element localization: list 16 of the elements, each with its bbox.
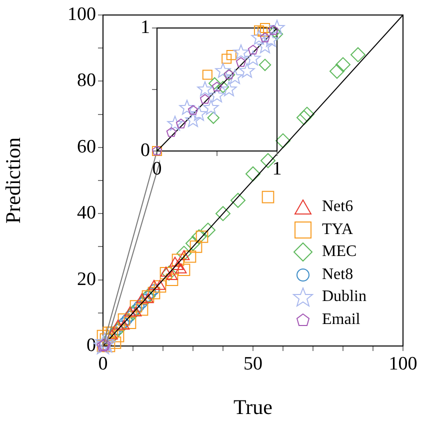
y-tick-label: 100 (68, 4, 96, 25)
y-tick-label: 60 (77, 136, 96, 158)
legend-label: MEC (322, 242, 357, 262)
x-axis-title: True (234, 394, 272, 419)
y-tick-label: 80 (77, 70, 96, 92)
x-tick-label: 100 (388, 353, 418, 374)
legend-label: Net6 (322, 197, 354, 217)
legend-label: Email (322, 310, 360, 330)
y-tick-label: 20 (77, 268, 96, 290)
y-tick-label: 0 (86, 334, 96, 356)
x-tick-label: 50 (244, 353, 262, 374)
legend-label: Dublin (322, 287, 366, 307)
legend-label: TYA (322, 220, 354, 240)
legend-label: Net8 (322, 264, 354, 284)
y-tick-label: 40 (77, 202, 96, 224)
y-axis-title: Prediction (1, 136, 26, 224)
